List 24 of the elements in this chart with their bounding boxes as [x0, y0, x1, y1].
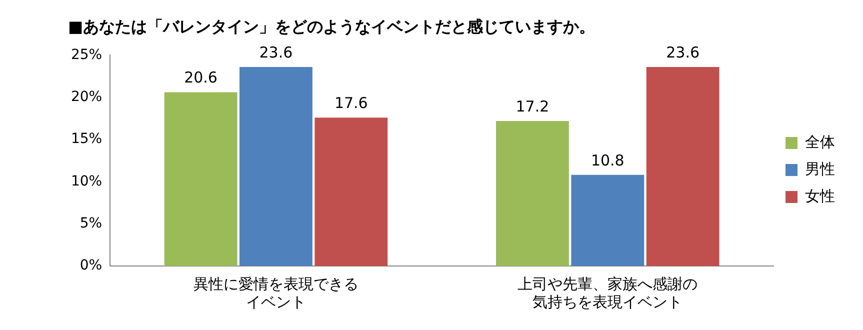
data-label: 10.8	[590, 151, 624, 170]
bar	[571, 174, 644, 266]
y-tick-label: 25%	[70, 46, 102, 63]
data-label: 17.6	[334, 94, 368, 112]
chart-title: ■あなたは「バレンタイン」をどのようなイベントだと感じていますか。	[68, 16, 596, 36]
data-label: 23.6	[666, 43, 700, 62]
x-tick-label: 上司や先輩、家族へ感謝の気持ちを表現イベント	[518, 274, 698, 311]
bar	[314, 118, 388, 266]
y-tick-label: 5%	[80, 215, 102, 232]
legend-label: 女性	[805, 186, 835, 205]
legend-label: 全体	[805, 132, 835, 151]
bar	[164, 92, 238, 266]
legend-label: 男性	[805, 160, 835, 178]
bar	[496, 120, 569, 266]
data-label: 17.2	[516, 97, 550, 116]
data-label: 23.6	[259, 43, 293, 62]
data-label: 20.6	[184, 68, 218, 87]
bar	[646, 67, 720, 266]
bar	[240, 67, 312, 266]
y-tick-label: 20%	[70, 89, 102, 105]
x-tick-label: 異性に愛情を表現できるイベント	[193, 274, 358, 311]
y-tick-label: 0%	[80, 258, 102, 274]
y-tick-label: 15%	[70, 131, 102, 148]
y-tick-label: 10%	[70, 173, 102, 190]
